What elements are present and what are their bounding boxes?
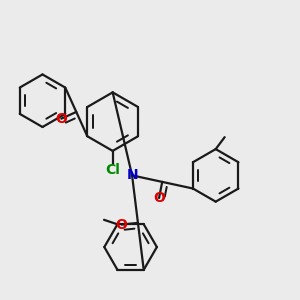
Text: O: O	[153, 191, 165, 205]
Text: O: O	[116, 218, 127, 232]
Text: Cl: Cl	[105, 163, 120, 177]
Text: N: N	[126, 168, 138, 182]
Text: O: O	[56, 112, 67, 126]
